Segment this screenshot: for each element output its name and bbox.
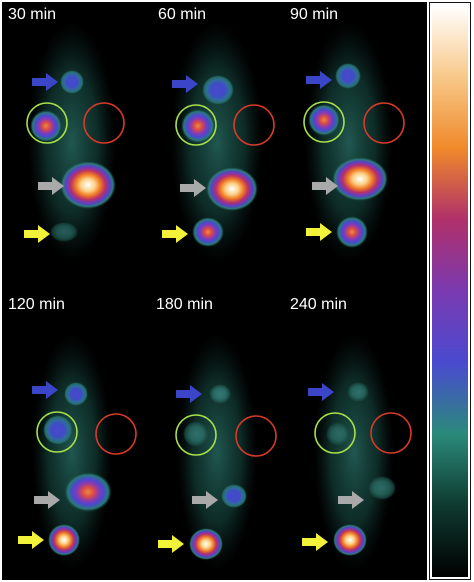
blue-arrow xyxy=(172,75,198,93)
gray-arrow xyxy=(338,491,364,509)
blue-arrow xyxy=(32,381,58,399)
panel-60-min: 60 min xyxy=(142,2,284,292)
scan-image xyxy=(2,292,142,580)
green-roi-circle xyxy=(175,414,217,456)
scan-image xyxy=(142,292,284,580)
time-label: 240 min xyxy=(290,296,347,313)
gray-arrow xyxy=(38,177,64,195)
time-label: 60 min xyxy=(158,6,207,23)
scan-image xyxy=(284,292,427,580)
red-roi-circle xyxy=(363,102,405,144)
green-roi-circle xyxy=(36,411,78,453)
gray-arrow xyxy=(34,491,60,509)
green-roi-circle xyxy=(314,412,356,454)
time-label: 120 min xyxy=(8,296,65,313)
green-roi-circle xyxy=(26,102,68,144)
yellow-arrow xyxy=(24,225,50,243)
blue-arrow xyxy=(176,385,202,403)
blue-arrow xyxy=(32,73,58,91)
gray-arrow xyxy=(312,177,338,195)
green-roi-circle xyxy=(175,104,217,146)
yellow-arrow xyxy=(162,225,188,243)
panel-120-min: 120 min xyxy=(2,292,142,580)
scan-image xyxy=(284,2,427,292)
yellow-arrow xyxy=(158,535,184,553)
panel-30-min: 30 min xyxy=(2,2,142,292)
gray-arrow xyxy=(180,179,206,197)
gray-arrow xyxy=(192,491,218,509)
red-roi-circle xyxy=(235,415,277,457)
scan-image xyxy=(2,2,142,292)
yellow-arrow xyxy=(18,531,44,549)
yellow-arrow xyxy=(306,223,332,241)
red-roi-circle xyxy=(83,102,125,144)
panel-180-min: 180 min xyxy=(142,292,284,580)
scan-image xyxy=(142,2,284,292)
yellow-arrow xyxy=(302,533,328,551)
green-roi-circle xyxy=(303,101,345,143)
panel-90-min: 90 min xyxy=(284,2,427,292)
colorbar-gradient xyxy=(432,5,468,577)
time-label: 180 min xyxy=(156,296,213,313)
red-roi-circle xyxy=(95,413,137,455)
time-label: 90 min xyxy=(290,6,339,23)
colorbar xyxy=(429,2,471,580)
panel-240-min: 240 min xyxy=(284,292,427,580)
blue-arrow xyxy=(306,71,332,89)
time-label: 30 min xyxy=(8,6,57,23)
red-roi-circle xyxy=(233,104,275,146)
red-roi-circle xyxy=(370,412,412,454)
blue-arrow xyxy=(308,383,334,401)
